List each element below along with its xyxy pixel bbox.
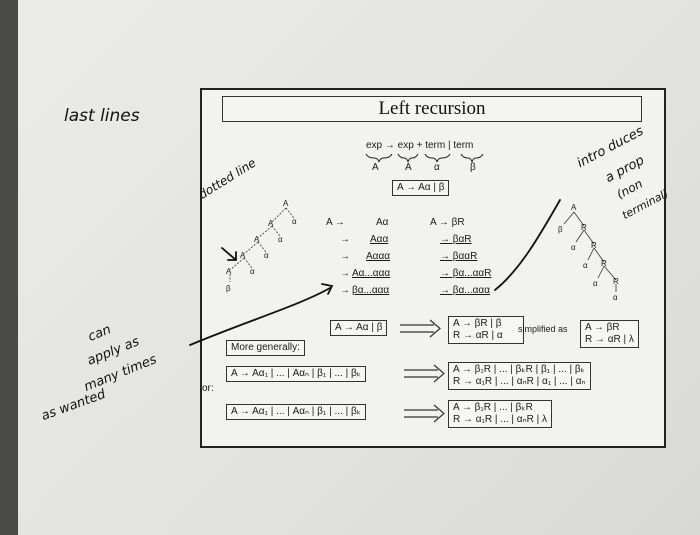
basic-rule-box: A → Aα | β	[392, 180, 450, 196]
deriv-right-3: → βα...ααR	[440, 268, 492, 279]
ink-line-intro	[494, 199, 561, 291]
left-tree-label-3: α	[292, 217, 297, 226]
deriv-lhs-3: →	[340, 251, 350, 262]
ink-arrowhead	[321, 283, 334, 295]
grammar-letter-1: A	[372, 162, 379, 173]
box-transformed-line-2: R → αR | α	[453, 330, 503, 341]
right-tree-label-8: α	[593, 279, 598, 288]
right-tree-label-6: α	[583, 261, 588, 270]
left-tree-label-5: α	[278, 235, 283, 244]
more-generally-label: More generally:	[226, 340, 305, 356]
box-transformed: A → βR | β R → αR | α	[448, 316, 524, 344]
right-tree-edges	[563, 211, 617, 292]
deriv-right-2: → βααR	[440, 251, 478, 262]
deriv-lhs-2: →	[340, 234, 350, 245]
simplified-label: simplified as	[518, 324, 568, 334]
left-tree-edges	[229, 207, 295, 282]
box-simplified-line-1: A → βR	[585, 322, 620, 333]
ink-line-can-apply	[189, 287, 331, 346]
ink-dotted-arrow	[221, 247, 237, 261]
deriv-lhs-1: A →	[326, 217, 345, 228]
right-tree-label-5: R	[591, 241, 597, 250]
right-tree-label-4: α	[571, 243, 576, 252]
general-transformed-box-2: A → β₁R | ... | βₖR R → α₁R | ... | αₙR …	[448, 400, 552, 428]
grammar-rule: exp → exp + term | term	[366, 140, 474, 151]
box-simplified-line-2: R → αR | λ	[585, 334, 634, 345]
hand-last-lines: last lines	[64, 106, 140, 126]
general-transformed-line-2: R → α₁R | ... | αₙR | α₁ | ... | αₙ	[453, 376, 586, 387]
box-simplified: A → βR R → αR | λ	[580, 320, 639, 348]
left-tree-label-6: A	[240, 251, 246, 260]
deriv-left-4: Aα...ααα	[352, 268, 391, 279]
deriv-lhs-4: →	[340, 268, 350, 279]
left-tree-label-4: A	[254, 235, 260, 244]
right-tree-label-7: R	[601, 259, 607, 268]
box-transformed-line-1: A → βR | β	[453, 318, 502, 329]
general-rule-box-2: A → Aα₁ | ... | Aαₙ | β₁ | ... | βₖ	[226, 404, 366, 420]
double-arrow-1	[400, 319, 441, 338]
general-transformed2-line-1: A → β₁R | ... | βₖR	[453, 402, 533, 413]
deriv-left-3: Aααα	[366, 251, 391, 262]
left-tree-label-8: A	[226, 267, 232, 276]
left-tree-label-9: α	[250, 267, 255, 276]
right-tree-label-9: R	[613, 277, 619, 286]
slide-title: Left recursion	[222, 96, 642, 122]
left-tree-label-2: A	[268, 219, 274, 228]
deriv-left-1: Aα	[376, 217, 389, 228]
right-tree-label-1: A	[571, 203, 577, 212]
left-tree-label-7: α	[264, 251, 269, 260]
deriv-left-5: βα...ααα	[352, 285, 390, 296]
right-tree-label-3: R	[581, 223, 587, 232]
deriv-right-4: → βα...ααα	[440, 285, 490, 296]
right-tree-label-2: β	[558, 225, 563, 234]
general-transformed-line-1: A → β₁R | ... | βₖR | β₁ | ... | βₖ	[453, 364, 585, 375]
grammar-letter-3: α	[434, 162, 440, 173]
box-rule: A → Aα | β	[330, 320, 388, 336]
left-tree-label-1: A	[283, 199, 289, 208]
deriv-right-1: → βαR	[440, 234, 472, 245]
double-arrow-3	[404, 404, 445, 423]
grammar-letter-2: A	[405, 162, 412, 173]
grammar-letter-4: β	[470, 162, 476, 173]
general-transformed2-line-2: R → α₁R | ... | αₙR | λ	[453, 414, 547, 425]
left-tree-label-10: β	[226, 284, 231, 293]
general-transformed-box: A → β₁R | ... | βₖR | β₁ | ... | βₖ R → …	[448, 362, 591, 390]
deriv-left-2: Aαα	[370, 234, 389, 245]
deriv-lhs-5: →	[340, 285, 350, 296]
deriv-right-first: A → βR	[430, 217, 465, 228]
right-tree-label-10: α	[613, 293, 618, 302]
or-label: or:	[202, 383, 214, 394]
double-arrow-2	[404, 364, 445, 383]
general-rule-box: A → Aα₁ | ... | Aαₙ | β₁ | ... | βₖ	[226, 366, 366, 382]
